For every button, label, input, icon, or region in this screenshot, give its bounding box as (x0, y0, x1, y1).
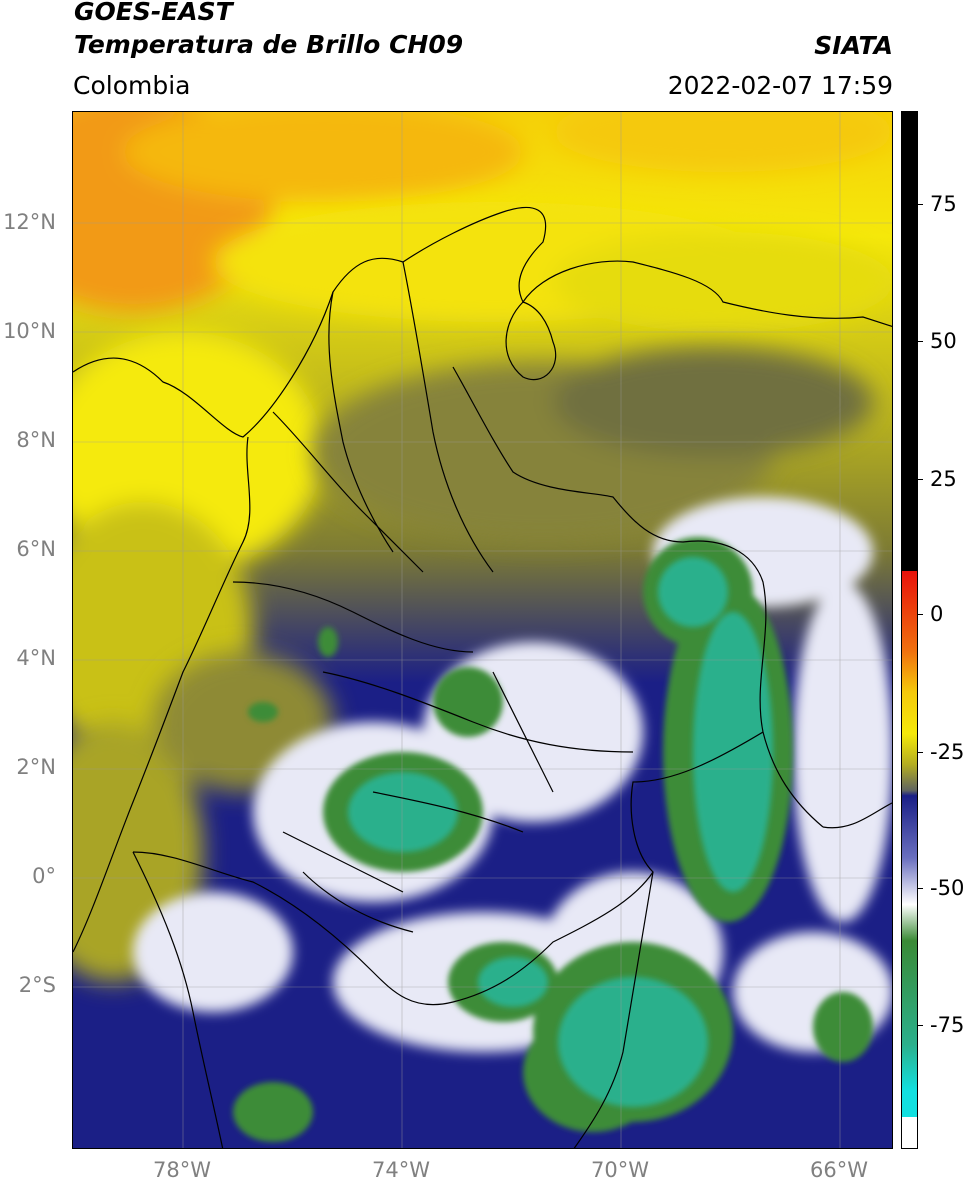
lat-tick-label: 2°S (18, 973, 56, 997)
lat-tick-label: 10°N (3, 319, 56, 343)
temperature-colorbar (901, 111, 918, 1149)
colorbar-tick (918, 1025, 923, 1026)
colorbar-label: -25 (930, 740, 965, 764)
lon-tick-label: 66°W (810, 1158, 868, 1182)
colorbar-tick (918, 479, 923, 480)
colorbar-tick (918, 341, 923, 342)
lat-tick-label: 6°N (16, 537, 56, 561)
lon-tick-label: 70°W (591, 1158, 649, 1182)
lat-tick-label: 8°N (16, 428, 56, 452)
datetime-label: 2022-02-07 17:59 (667, 71, 893, 100)
colorbar-label: -75 (930, 1013, 965, 1037)
lon-tick-label: 78°W (153, 1158, 211, 1182)
lat-tick-label: 0° (32, 864, 56, 888)
product-title: Temperatura de Brillo CH09 (74, 30, 464, 59)
colorbar-gradient (902, 112, 917, 1148)
colorbar-label: -50 (930, 876, 965, 900)
graticule (73, 112, 892, 1148)
colorbar-label: 25 (930, 467, 957, 491)
organization-label: SIATA (814, 31, 893, 60)
satellite-image (73, 112, 892, 1148)
colorbar-tick (918, 752, 923, 753)
colorbar-label: 75 (930, 192, 957, 216)
colorbar-label: 0 (930, 602, 944, 626)
colorbar-tick (918, 204, 923, 205)
borders (73, 206, 892, 1148)
colorbar-tick (918, 888, 923, 889)
satellite-title: GOES-EAST (74, 0, 233, 26)
colorbar-tick (918, 614, 923, 615)
satellite-map (72, 111, 893, 1149)
lon-tick-label: 74°W (372, 1158, 430, 1182)
lat-tick-label: 4°N (16, 646, 56, 670)
lat-tick-label: 12°N (3, 210, 56, 234)
colorbar-label: 50 (930, 329, 957, 353)
lat-tick-label: 2°N (16, 755, 56, 779)
region-label: Colombia (73, 71, 191, 100)
